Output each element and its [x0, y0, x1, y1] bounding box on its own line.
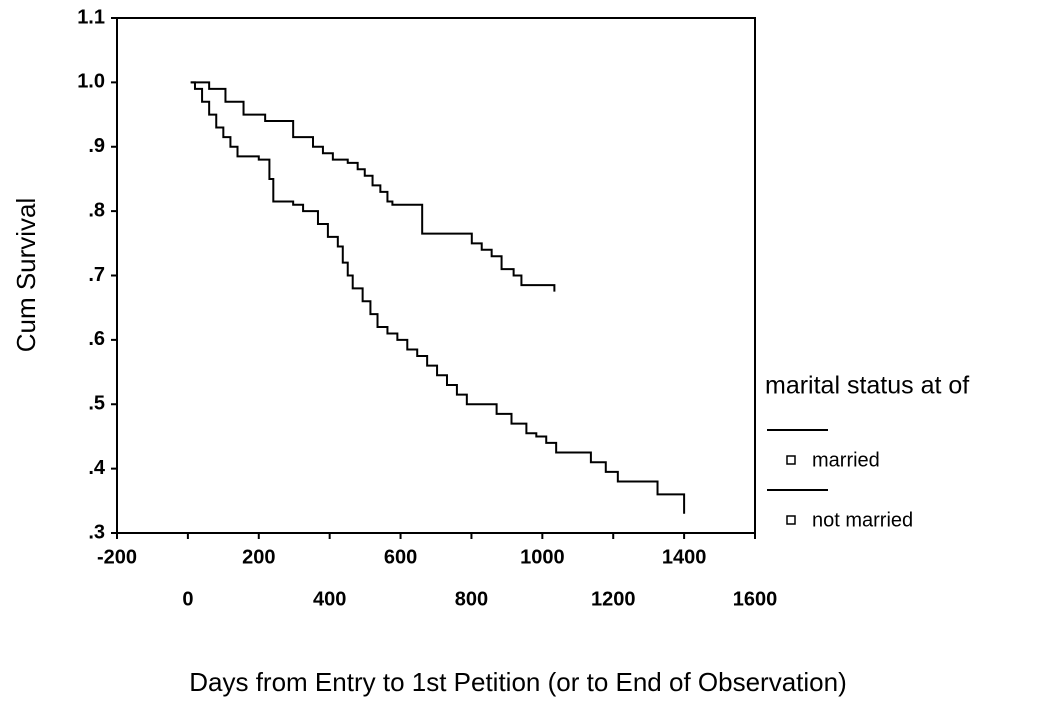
y-tick-label: 1.1 — [77, 6, 105, 28]
x-tick-label: 1000 — [520, 546, 565, 568]
plot-frame — [116, 17, 756, 534]
y-tick-label: .8 — [88, 199, 105, 221]
x-tick-label: -200 — [97, 546, 137, 568]
x-axis-label: Days from Entry to 1st Petition (or to E… — [189, 667, 847, 697]
y-tick-label: .7 — [88, 264, 105, 286]
y-tick-label: .4 — [88, 457, 106, 479]
y-axis-label: Cum Survival — [11, 198, 41, 353]
survival-line — [190, 81, 686, 514]
x-tick-label: 600 — [384, 546, 417, 568]
y-tick-label: .3 — [88, 521, 105, 543]
survival-line — [190, 81, 556, 292]
legend-label: not married — [812, 509, 913, 531]
x-tick-label: 0 — [182, 588, 193, 610]
x-tick-label: 800 — [455, 588, 488, 610]
legend-marker — [786, 515, 796, 525]
legend-label: married — [812, 449, 880, 471]
y-tick-label: .5 — [88, 393, 105, 415]
x-tick-label: 1200 — [591, 588, 636, 610]
legend-marker — [786, 455, 796, 465]
x-tick-label: 200 — [242, 546, 275, 568]
y-tick-label: 1.0 — [77, 71, 105, 93]
legend-title: marital status at of — [765, 372, 969, 400]
x-tick-label: 1400 — [662, 546, 707, 568]
y-tick-label: .9 — [88, 135, 105, 157]
x-tick-label: 1600 — [733, 588, 778, 610]
x-tick-label: 400 — [313, 588, 346, 610]
y-tick-label: .6 — [88, 328, 105, 350]
